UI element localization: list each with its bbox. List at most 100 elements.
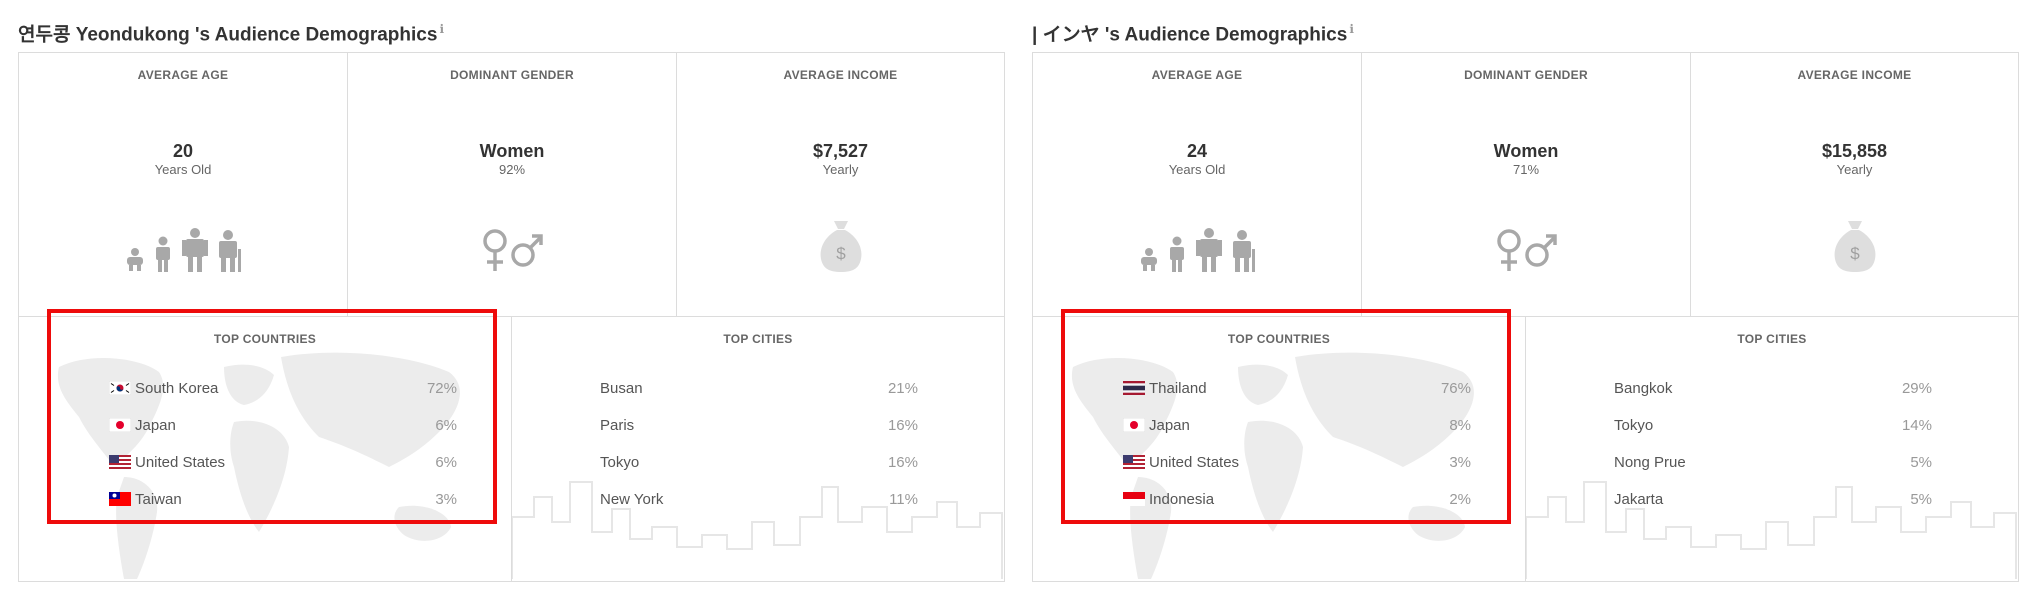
- th-flag-icon: [1123, 381, 1145, 396]
- country-name: Indonesia: [1149, 491, 1215, 508]
- dominant-gender-card: DOMINANT GENDER Women 71%: [1362, 53, 1691, 317]
- country-percent: 76%: [1440, 380, 1471, 397]
- panel-title-text: | インヤ 's Audience Demographics: [1032, 24, 1348, 46]
- city-row: New York 11%: [600, 490, 918, 510]
- average-age-card: AVERAGE AGE 20 Years Old: [19, 53, 348, 317]
- top-cities-card: TOP CITIES Busan 21% Paris 16% Tokyo 16% New Y…: [512, 317, 1004, 581]
- city-percent: 21%: [887, 380, 918, 397]
- city-row: Tokyo 16%: [600, 453, 918, 473]
- country-row: Indonesia 2%: [1123, 490, 1471, 510]
- us-flag-icon: [109, 455, 131, 470]
- average-income-card: AVERAGE INCOME $15,858 Yearly $: [1691, 53, 2018, 317]
- country-name: United States: [135, 454, 226, 471]
- average-income-heading: AVERAGE INCOME: [783, 68, 898, 82]
- average-income-period: Yearly: [1836, 162, 1873, 177]
- age-groups-icon: [19, 227, 347, 278]
- country-name-cell: South Korea: [108, 379, 219, 399]
- country-name: Taiwan: [135, 491, 182, 508]
- city-name: Nong Prue: [1614, 454, 1686, 471]
- city-name: Busan: [600, 380, 643, 397]
- highlight-box: [1061, 309, 1511, 524]
- country-name-cell: Japan: [108, 416, 176, 436]
- gender-symbols-icon: [348, 227, 676, 278]
- country-name-cell: Thailand: [1123, 379, 1207, 399]
- age-groups-icon: [1033, 227, 1361, 278]
- demographics-grid: AVERAGE AGE 20 Years Old: [18, 52, 1005, 582]
- country-name: South Korea: [135, 380, 219, 397]
- city-name: Bangkok: [1614, 380, 1673, 397]
- top-cities-card: TOP CITIES Bangkok 29% Tokyo 14% Nong Prue 5%…: [1526, 317, 2018, 581]
- country-row: Thailand 76%: [1123, 379, 1471, 399]
- panel-title: 연두콩 Yeondukong 's Audience Demographics ℹ: [18, 14, 1008, 46]
- city-name: New York: [600, 491, 664, 508]
- city-percent: 11%: [889, 491, 918, 508]
- money-bag-icon: $: [1691, 219, 2018, 278]
- city-name: Tokyo: [600, 454, 640, 471]
- city-row: Nong Prue 5%: [1614, 453, 1932, 473]
- city-percent: 14%: [1901, 417, 1932, 434]
- dominant-gender-value: Women: [1493, 141, 1559, 161]
- city-percent: 5%: [1910, 491, 1932, 508]
- country-name-cell: Indonesia: [1123, 490, 1214, 510]
- city-row: Busan 21%: [600, 379, 918, 399]
- jp-flag-icon: [108, 417, 132, 433]
- dominant-gender-heading: DOMINANT GENDER: [450, 68, 574, 82]
- dominant-gender-card: DOMINANT GENDER Women 92%: [348, 53, 677, 317]
- country-percent: 3%: [435, 491, 457, 508]
- city-row: Jakarta 5%: [1614, 490, 1932, 510]
- cities-list: Bangkok 29% Tokyo 14% Nong Prue 5% Jakarta 5%: [1614, 379, 1932, 509]
- city-name: Paris: [600, 417, 635, 434]
- money-bag-icon: $: [677, 219, 1004, 278]
- country-percent: 6%: [435, 417, 457, 434]
- countries-list: South Korea 72% Japan 6% United States 6% Taiw…: [108, 379, 457, 510]
- dominant-gender-heading: DOMINANT GENDER: [1464, 68, 1588, 82]
- highlight-box: [47, 309, 497, 524]
- country-percent: 3%: [1449, 454, 1471, 471]
- city-percent: 5%: [1910, 454, 1932, 471]
- country-name-cell: Taiwan: [109, 490, 182, 510]
- panel-title: | インヤ 's Audience Demographics ℹ: [1032, 14, 2022, 46]
- dominant-gender-percent: 92%: [498, 162, 526, 177]
- panel-title-text: 연두콩 Yeondukong 's Audience Demographics: [18, 24, 438, 46]
- country-percent: 8%: [1449, 417, 1471, 434]
- country-row: Japan 8%: [1122, 416, 1471, 436]
- country-percent: 2%: [1449, 491, 1471, 508]
- city-name: Tokyo: [1614, 417, 1654, 434]
- country-row: Japan 6%: [108, 416, 457, 436]
- country-name-cell: United States: [1123, 453, 1239, 473]
- average-income-value: $15,858: [1821, 141, 1888, 161]
- country-row: United States 6%: [109, 453, 457, 473]
- dominant-gender-percent: 71%: [1512, 162, 1540, 177]
- info-icon[interactable]: ℹ: [1349, 22, 1354, 36]
- audience-demographics-panel: 연두콩 Yeondukong 's Audience Demographics ℹ…: [18, 14, 1008, 582]
- average-income-value: $7,527: [812, 141, 869, 161]
- svg-text:$: $: [836, 244, 846, 263]
- average-age-value: 20: [172, 141, 194, 161]
- us-flag-icon: [1123, 455, 1145, 470]
- id-flag-icon: [1123, 492, 1145, 507]
- average-age-heading: AVERAGE AGE: [1151, 68, 1243, 82]
- info-icon[interactable]: ℹ: [439, 22, 444, 36]
- average-age-unit: Years Old: [154, 162, 212, 177]
- city-row: Paris 16%: [600, 416, 918, 436]
- gender-symbols-icon: [1362, 227, 1690, 278]
- countries-list: Thailand 76% Japan 8% United States 3% Indones…: [1122, 379, 1471, 510]
- country-row: Taiwan 3%: [109, 490, 457, 510]
- country-name: Japan: [135, 417, 176, 434]
- audience-demographics-panel: | インヤ 's Audience Demographics ℹ AVERAGE …: [1032, 14, 2022, 582]
- average-age-value: 24: [1186, 141, 1208, 161]
- average-income-heading: AVERAGE INCOME: [1797, 68, 1912, 82]
- top-countries-heading: TOP COUNTRIES: [213, 332, 317, 346]
- dominant-gender-value: Women: [479, 141, 545, 161]
- top-cities-heading: TOP CITIES: [723, 332, 793, 346]
- country-percent: 72%: [426, 380, 457, 397]
- top-countries-heading: TOP COUNTRIES: [1227, 332, 1331, 346]
- city-row: Tokyo 14%: [1614, 416, 1932, 436]
- cities-list: Busan 21% Paris 16% Tokyo 16% New York 11%: [600, 379, 918, 509]
- tw-flag-icon: [109, 492, 131, 507]
- city-row: Bangkok 29%: [1614, 379, 1932, 399]
- city-percent: 29%: [1901, 380, 1932, 397]
- demographics-grid: AVERAGE AGE 24 Years Old: [1032, 52, 2019, 582]
- city-percent: 16%: [887, 454, 918, 471]
- city-name: Jakarta: [1614, 491, 1664, 508]
